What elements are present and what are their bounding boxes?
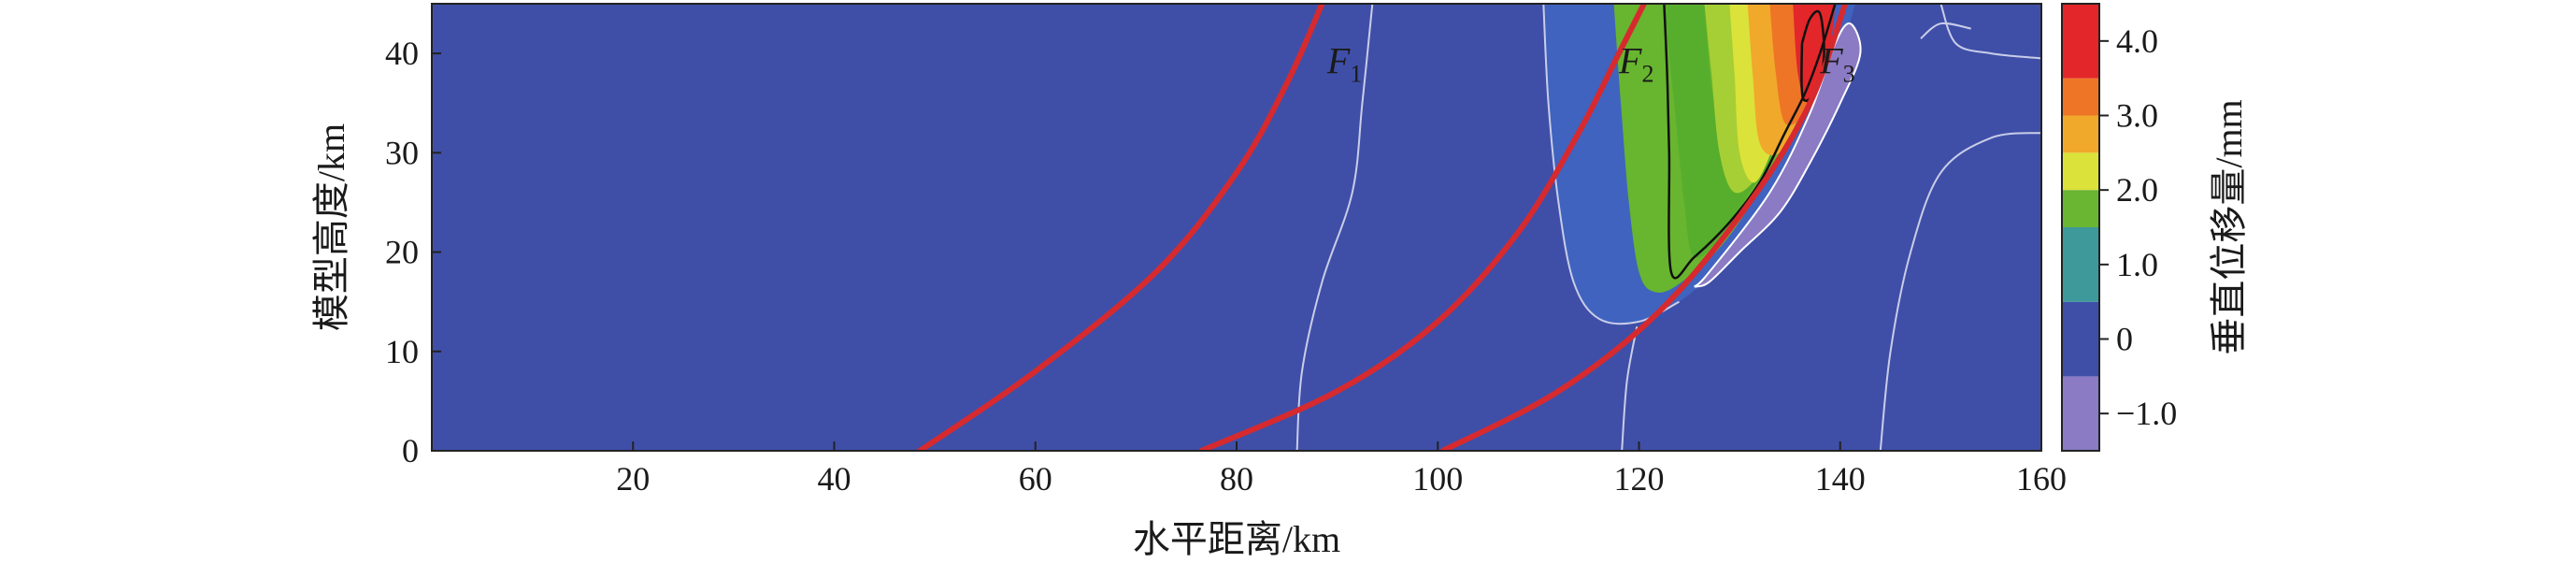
x-tick-label: 40	[818, 460, 852, 498]
x-axis-title: 水平距离/km	[1133, 518, 1340, 560]
fault-line-f2	[1198, 4, 1647, 451]
fault-line-f3	[1439, 4, 1849, 451]
colorbar-tick-label: 0	[2116, 321, 2133, 358]
x-tick-label: 140	[1815, 460, 1866, 498]
y-axis-title: 模型高度/km	[310, 123, 352, 331]
x-tick-label: 160	[2016, 460, 2067, 498]
colorbar-band	[2062, 4, 2099, 79]
contour-region	[1793, 4, 1836, 104]
colorbar-tick-label: 1.0	[2116, 246, 2158, 283]
fault-label-subscript: 1	[1350, 60, 1362, 87]
contour-region	[1694, 22, 1861, 287]
colorbar-frame	[2061, 3, 2100, 452]
contour-lines	[1295, 4, 2041, 451]
contour-line	[1694, 22, 1862, 288]
fault-label-subscript: 3	[1843, 60, 1855, 87]
y-tick-label: 20	[385, 234, 419, 271]
x-tick-label: 80	[1220, 460, 1253, 498]
colorbar-band	[2062, 301, 2099, 377]
contour-line	[1621, 326, 1639, 451]
x-tick-label: 120	[1614, 460, 1665, 498]
colorbar-band	[2062, 376, 2099, 451]
contour-line	[1542, 4, 1680, 325]
y-tick-label: 30	[385, 134, 419, 171]
colorbar-title: 垂直位移量/mm	[2208, 99, 2250, 354]
fault-lines	[917, 4, 1849, 451]
colorbar-band	[2062, 227, 2099, 302]
colorbar-band	[2062, 190, 2099, 227]
x-tick-label: 100	[1412, 460, 1463, 498]
colorbar-band	[2062, 152, 2099, 191]
fault-line-f1	[917, 4, 1325, 451]
colorbar-tick-label: 2.0	[2116, 171, 2158, 209]
y-tick-label: 40	[385, 35, 419, 72]
colorbar: 4.0 3.0 2.0 1.0 0 −1.0 垂直位移量/mm	[2061, 3, 2250, 452]
contour-line	[1920, 22, 1971, 39]
contour-line	[1879, 132, 2041, 451]
colorbar-tick-label: 4.0	[2116, 22, 2158, 60]
colorbar-bands	[2062, 4, 2099, 451]
colorbar-tick-label: −1.0	[2116, 395, 2177, 432]
colorbar-band	[2062, 78, 2099, 116]
colorbar-tick-label: 3.0	[2116, 97, 2158, 135]
contour-line-black	[1800, 9, 1825, 102]
contour-line-black	[1663, 4, 1837, 280]
y-axis: 0 10 20 30 40	[385, 35, 441, 469]
y-tick-label: 0	[402, 432, 419, 469]
contour-line	[1295, 4, 1374, 451]
x-tick-label: 20	[616, 460, 650, 498]
x-axis: 20 40 60 80 100 120 140 160	[616, 441, 2067, 498]
fault-labels: F1 F2 F3	[1326, 39, 1855, 87]
y-tick-label: 10	[385, 333, 419, 370]
colorbar-ticks: 4.0 3.0 2.0 1.0 0 −1.0	[2099, 22, 2177, 432]
fault-label-f3: F3	[1819, 39, 1854, 87]
fault-label-subscript: 2	[1641, 60, 1653, 87]
contour-fill-regions	[1543, 4, 1861, 325]
x-tick-label: 60	[1019, 460, 1052, 498]
plot-area	[431, 3, 2042, 452]
colorbar-band	[2062, 115, 2099, 153]
